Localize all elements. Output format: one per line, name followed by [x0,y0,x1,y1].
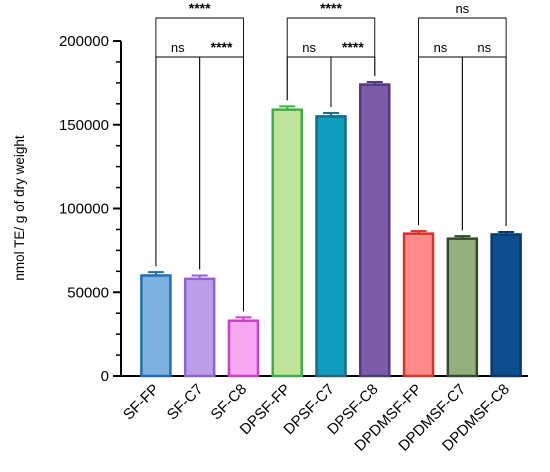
significance-bracket [155,17,244,312]
significance-label: **** [320,0,342,16]
category-labels: SF-FP SF-C7 SF-C8DPSF-FPDPSF-C7DPSF-C8DPDM… [120,381,513,455]
bar-sf-c8 [227,319,260,378]
bars [140,83,522,378]
bar-dpdmsf-c8 [490,233,522,378]
significance-bracket [461,56,507,231]
significance-label: ns [302,40,316,55]
significance-bracket [286,17,376,101]
significance-label: ns [171,40,185,55]
significance-bracket [418,17,507,226]
significance-bracket [155,56,201,270]
y-tick-label: 200000 [59,33,109,50]
bar-dpdmsf-fp [402,232,435,378]
bar-sf-fp [140,274,172,378]
bar-dpsf-c8 [359,83,391,378]
significance-bracket [418,56,463,231]
x-tick-label: SF-FP [120,381,163,424]
bar-dpsf-fp [271,108,303,378]
significance-bracket [286,56,332,108]
x-tick-label: SF-C7 [164,381,207,424]
bar-dpdmsf-c7 [446,237,479,378]
significance-bracket [199,56,244,312]
significance-label: **** [342,39,364,55]
y-axis-label: nmol TE/ g of dry weight [12,135,27,281]
y-tick-label: 0 [101,368,109,385]
significance-label: ns [434,40,448,55]
bar-dpsf-c7 [315,115,347,378]
significance-label: ns [477,40,491,55]
x-tick-label: SF-C8 [208,381,251,424]
significance-brackets: ns **** **** ns **** **** ns ns ns [155,0,507,312]
y-tick-label: 100000 [59,201,109,218]
significance-label: **** [189,0,211,16]
error-bars [147,81,515,321]
significance-label: **** [211,39,233,55]
y-tick-label: 50000 [67,284,109,301]
significance-label: ns [455,1,469,16]
y-tick-label: 150000 [59,117,109,134]
bar-sf-c7 [183,277,216,378]
